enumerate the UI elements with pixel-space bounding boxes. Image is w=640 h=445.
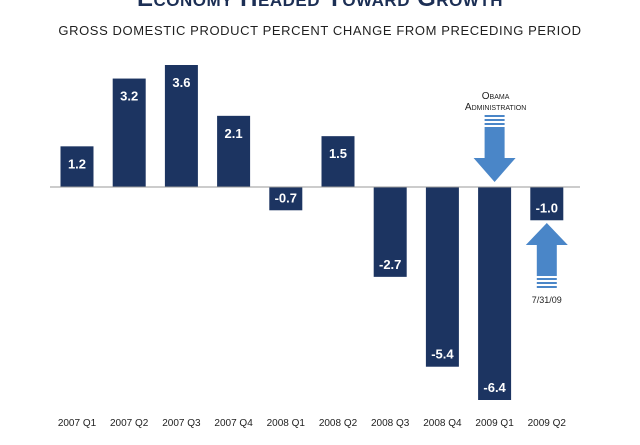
bar-2009-q1 <box>478 187 512 400</box>
arrow-stripe <box>536 282 557 284</box>
up-arrow-head <box>525 223 568 245</box>
annotation-label-line: Obama <box>482 91 510 102</box>
arrow-stripe <box>536 286 557 288</box>
bar-value-label: 1.5 <box>329 146 347 161</box>
x-tick-label: 2008 Q2 <box>319 418 358 429</box>
chart-subtitle: GROSS DOMESTIC PRODUCT PERCENT CHANGE FR… <box>58 23 582 38</box>
bar-value-label: -2.7 <box>379 257 401 272</box>
arrow-stripe <box>536 278 557 280</box>
x-tick-label: 2007 Q3 <box>162 418 201 429</box>
x-tick-label: 2009 Q2 <box>528 418 567 429</box>
bar-2008-q2 <box>321 136 355 187</box>
down-arrow-head <box>473 158 516 182</box>
bar-value-label: 2.1 <box>225 126 243 141</box>
annotation-label-line: Administration <box>465 102 526 113</box>
x-tick-label: 2007 Q1 <box>58 418 97 429</box>
chart-title: Economy Headed Toward Growth <box>0 0 640 13</box>
annotation-date-label: 7/31/09 <box>532 295 562 305</box>
bar-value-label: -5.4 <box>431 347 454 362</box>
bar-2007-q1 <box>60 146 94 187</box>
x-tick-label: 2008 Q1 <box>267 418 306 429</box>
arrow-stripe <box>484 119 505 121</box>
x-tick-label: 2007 Q2 <box>110 418 149 429</box>
x-tick-label: 2008 Q4 <box>423 418 462 429</box>
bar-value-label: 3.2 <box>120 89 138 104</box>
bar-2009-q2 <box>530 187 564 221</box>
bar-value-label: 1.2 <box>68 156 86 171</box>
x-tick-label: 2008 Q3 <box>371 418 410 429</box>
bar-2007-q2 <box>112 78 146 187</box>
bar-2008-q1 <box>269 187 303 211</box>
bar-value-label: -1.0 <box>536 200 558 215</box>
bar-2008-q3 <box>373 187 407 277</box>
arrow-shaft <box>484 127 505 159</box>
bar-value-label: -0.7 <box>275 190 297 205</box>
bar-value-label: -6.4 <box>483 380 506 395</box>
x-tick-label: 2009 Q1 <box>475 418 514 429</box>
arrow-shaft <box>536 244 557 276</box>
bar-2007-q4 <box>217 115 251 187</box>
arrow-stripe <box>484 115 505 117</box>
bar-2007-q3 <box>164 65 198 187</box>
bar-value-label: 3.6 <box>172 75 190 90</box>
x-tick-label: 2007 Q4 <box>214 418 253 429</box>
bar-2008-q4 <box>425 187 459 367</box>
arrow-stripe <box>484 123 505 125</box>
